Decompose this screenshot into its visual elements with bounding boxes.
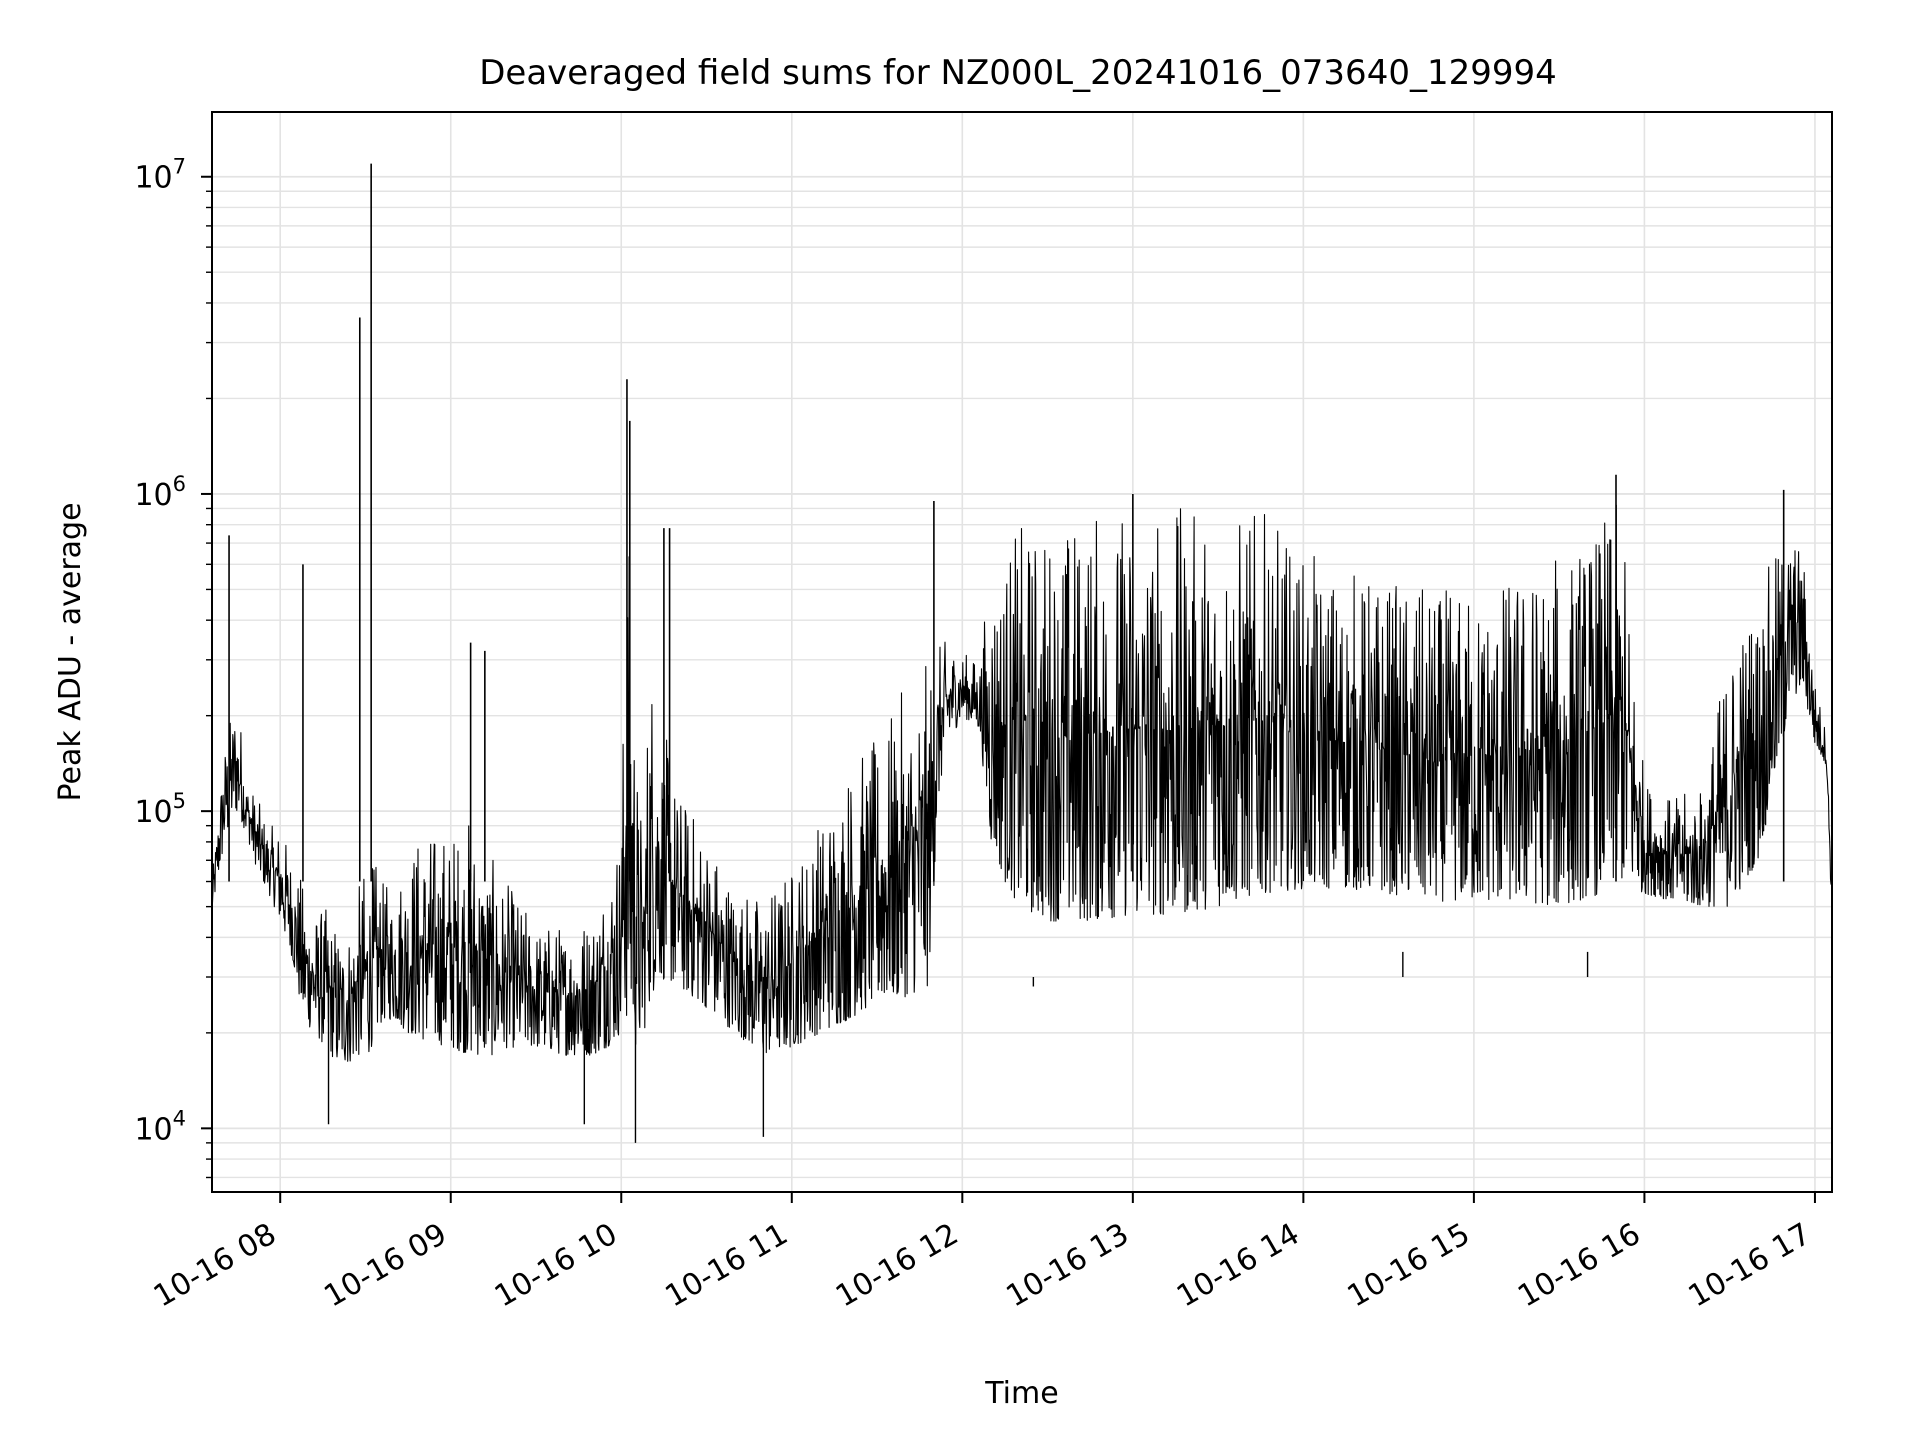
- series-lines: [212, 163, 1832, 1143]
- y-tick-label: 107: [134, 155, 186, 196]
- y-axis-ticks: 104 105 106 107: [134, 155, 212, 1179]
- y-tick-label: 106: [134, 472, 186, 513]
- y-axis-label: Peak ADU - average: [53, 502, 88, 801]
- chart-title: Deaveraged field sums for NZ000L_2024101…: [479, 53, 1557, 93]
- plot-frame: [211, 111, 1833, 1193]
- x-axis-label: Time: [984, 1376, 1058, 1411]
- y-tick-label: 104: [134, 1106, 186, 1147]
- series-line: [212, 504, 1832, 1062]
- y-tick-label: 105: [134, 789, 186, 830]
